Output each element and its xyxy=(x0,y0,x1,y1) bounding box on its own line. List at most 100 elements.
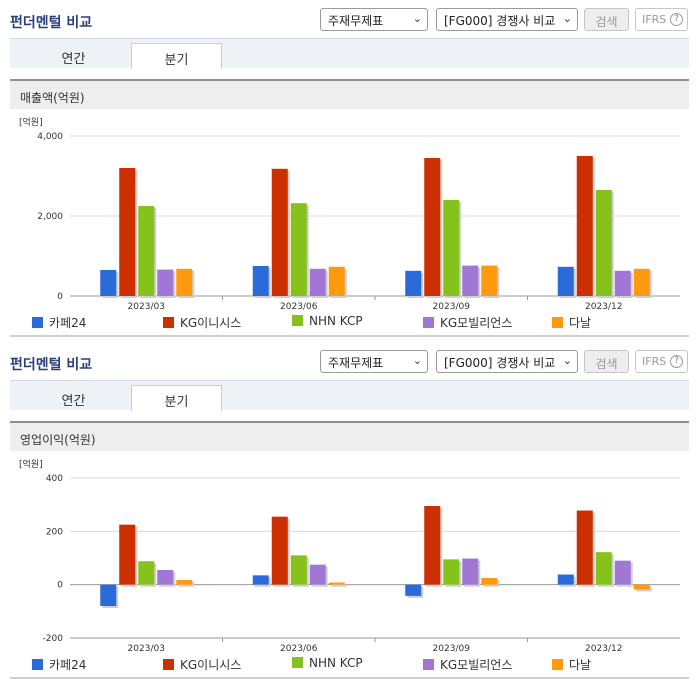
legend-item[interactable]: KG이니시스 xyxy=(163,656,241,673)
x-tick-label: 2023/09 xyxy=(433,644,471,652)
bar xyxy=(443,559,460,585)
search-button[interactable]: 검색 xyxy=(584,8,629,31)
period-tabs: 연간 분기 xyxy=(10,38,689,69)
bar xyxy=(157,570,174,585)
statement-type-select[interactable]: 주재무제표 ⌄ xyxy=(320,8,428,31)
bar xyxy=(614,560,631,585)
bar xyxy=(462,265,479,296)
peer-group-select[interactable]: [FG000] 경쟁사 비교 ⌄ xyxy=(436,8,578,31)
section-divider xyxy=(10,335,689,337)
y-tick-label: 400 xyxy=(46,474,63,484)
bar xyxy=(271,168,288,296)
legend-item[interactable]: NHN KCP xyxy=(292,314,363,328)
bar xyxy=(290,555,307,585)
search-button[interactable]: 검색 xyxy=(584,350,629,373)
chevron-down-icon: ⌄ xyxy=(562,12,572,25)
bar xyxy=(119,168,136,296)
legend-swatch xyxy=(163,659,174,670)
bar xyxy=(633,268,650,296)
x-tick-label: 2023/03 xyxy=(128,302,165,310)
y-tick-label: -200 xyxy=(43,634,64,644)
section-header: 펀더멘털 비교 주재무제표 ⌄ [FG000] 경쟁사 비교 ⌄ 검색 IFRS… xyxy=(0,342,696,380)
legend-item[interactable]: NHN KCP xyxy=(292,656,363,670)
legend-label: 카페24 xyxy=(49,316,87,330)
legend-swatch xyxy=(32,317,43,328)
chart-svg: [억원] -200 0 200 400 2023/03 2023/06 2023/09 2023… xyxy=(19,458,680,652)
bar xyxy=(557,574,574,585)
bar xyxy=(252,266,269,296)
bar xyxy=(424,158,441,296)
metric-title: 매출액(억원) xyxy=(10,79,689,109)
legend-label: NHN KCP xyxy=(309,314,363,328)
ifrs-help-button[interactable]: IFRS ? xyxy=(635,350,688,373)
legend-item[interactable]: 다날 xyxy=(552,314,591,331)
bar xyxy=(557,266,574,296)
bar xyxy=(481,265,498,296)
statement-type-select[interactable]: 주재무제표 ⌄ xyxy=(320,350,428,373)
section-title: 펀더멘털 비교 xyxy=(10,357,93,373)
legend-label: 다날 xyxy=(569,316,592,330)
legend-swatch xyxy=(163,317,174,328)
tab-annual[interactable]: 연간 xyxy=(61,52,86,67)
legend-label: KG이니시스 xyxy=(180,658,242,672)
fundamental-section-revenue: 펀더멘털 비교 주재무제표 ⌄ [FG000] 경쟁사 비교 ⌄ 검색 IFRS… xyxy=(0,0,696,337)
legend-item[interactable]: KG이니시스 xyxy=(163,314,241,331)
legend-swatch xyxy=(552,659,563,670)
x-tick-label: 2023/09 xyxy=(433,302,471,310)
bar xyxy=(100,270,117,296)
y-tick-label: 200 xyxy=(46,527,63,537)
legend-item[interactable]: 카페24 xyxy=(32,314,86,331)
bar xyxy=(271,516,288,585)
unit-label: [억원] xyxy=(19,116,43,128)
tab-quarterly[interactable]: 분기 xyxy=(131,385,222,411)
legend-item[interactable]: 다날 xyxy=(552,656,591,673)
y-tick-label: 2,000 xyxy=(37,212,63,222)
operating-profit-bar-chart: [억원] -200 0 200 400 2023/03 2023/06 2023/09 2023… xyxy=(0,452,696,652)
legend-label: KG모빌리언스 xyxy=(440,658,513,672)
metric-title: 영업이익(억원) xyxy=(10,421,689,451)
bar xyxy=(176,579,193,585)
ifrs-label: IFRS xyxy=(642,13,667,26)
peer-group-value: [FG000] 경쟁사 비교 xyxy=(444,356,556,370)
x-tick-label: 2023/03 xyxy=(128,644,165,652)
legend-label: 카페24 xyxy=(49,658,87,672)
bar xyxy=(595,190,612,296)
bar xyxy=(443,200,460,296)
bar xyxy=(138,561,155,585)
legend-swatch xyxy=(292,657,303,668)
legend-swatch xyxy=(423,317,434,328)
peer-group-select[interactable]: [FG000] 경쟁사 비교 ⌄ xyxy=(436,350,578,373)
bar xyxy=(424,506,441,585)
bar xyxy=(481,578,498,585)
legend-item[interactable]: 카페24 xyxy=(32,656,86,673)
tab-annual[interactable]: 연간 xyxy=(61,394,86,409)
legend-item[interactable]: KG모빌리언스 xyxy=(423,656,512,673)
bar xyxy=(405,584,422,596)
bar xyxy=(462,558,479,585)
ifrs-label: IFRS xyxy=(642,355,667,368)
period-tabs: 연간 분기 xyxy=(10,380,689,411)
unit-label: [억원] xyxy=(19,458,43,470)
ifrs-help-button[interactable]: IFRS ? xyxy=(635,8,688,31)
y-tick-label: 0 xyxy=(57,292,63,302)
chart-legend: 카페24 KG이니시스 NHN KCP KG모빌리언스 다날 xyxy=(0,656,696,674)
bar xyxy=(176,268,193,296)
bar xyxy=(290,203,307,296)
legend-swatch xyxy=(552,317,563,328)
bar xyxy=(328,582,345,585)
question-circle-icon: ? xyxy=(670,355,683,368)
x-tick-label: 2023/12 xyxy=(585,302,622,310)
bar xyxy=(138,206,155,296)
section-divider xyxy=(10,677,689,679)
bar xyxy=(309,268,326,296)
chevron-down-icon: ⌄ xyxy=(412,354,422,367)
bar xyxy=(595,552,612,585)
section-header: 펀더멘털 비교 주재무제표 ⌄ [FG000] 경쟁사 비교 ⌄ 검색 IFRS… xyxy=(0,0,696,38)
y-tick-label: 4,000 xyxy=(37,132,63,142)
peer-group-value: [FG000] 경쟁사 비교 xyxy=(444,14,556,28)
x-tick-label: 2023/06 xyxy=(280,302,318,310)
legend-item[interactable]: KG모빌리언스 xyxy=(423,314,512,331)
bar xyxy=(614,270,631,296)
question-circle-icon: ? xyxy=(670,13,683,26)
tab-quarterly[interactable]: 분기 xyxy=(131,43,222,69)
